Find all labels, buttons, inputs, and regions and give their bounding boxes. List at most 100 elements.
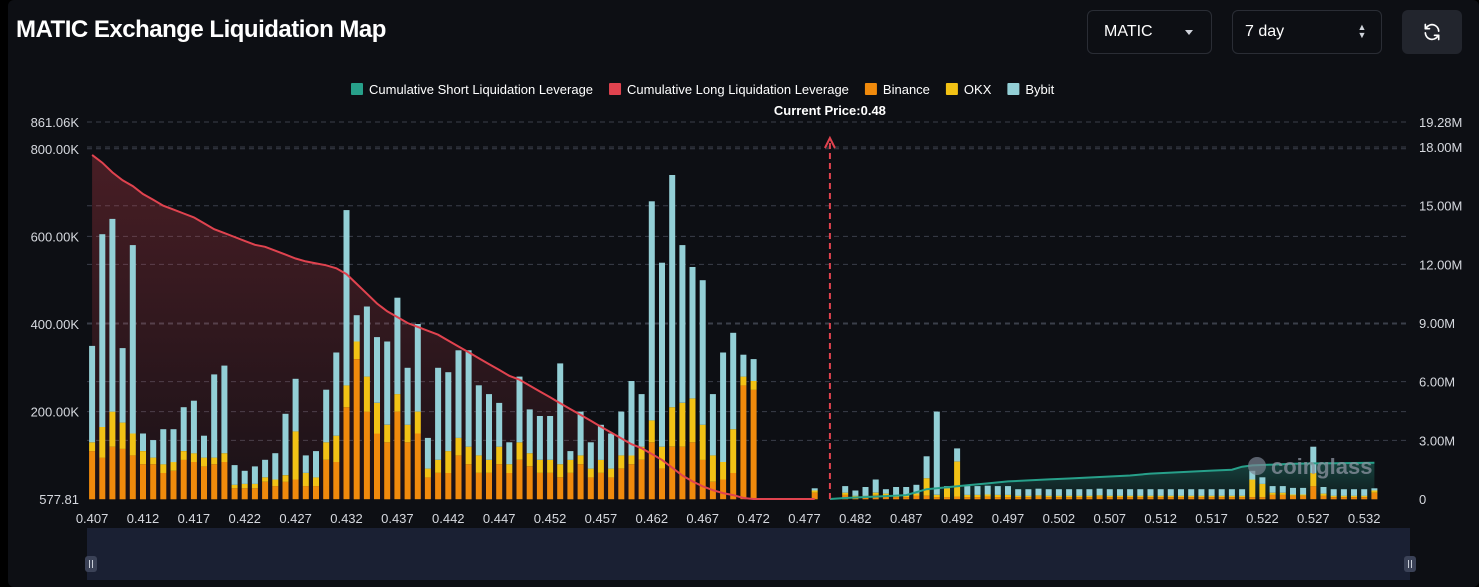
bar-binance [445, 473, 452, 500]
bar-binance [689, 442, 696, 500]
x-tick-label: 0.482 [839, 511, 872, 526]
bar-okx [659, 446, 665, 469]
bar-bybit [89, 345, 96, 443]
bar-bybit [272, 453, 279, 480]
x-tick-label: 0.452 [534, 511, 567, 526]
range-slider-handle-right[interactable] [1404, 556, 1416, 572]
bar-bybit [1249, 470, 1256, 480]
bar-okx [140, 451, 146, 465]
bar-okx [1117, 495, 1123, 497]
x-tick-label: 0.422 [228, 511, 261, 526]
bar-bybit [119, 348, 126, 423]
bar-okx [720, 462, 727, 480]
bar-okx [842, 492, 849, 495]
bar-bybit [363, 306, 370, 377]
bar-binance [913, 495, 920, 500]
bar-binance [1249, 497, 1256, 500]
range-slider-handle-left[interactable] [85, 556, 97, 572]
bar-okx [913, 493, 920, 496]
bar-okx [923, 478, 930, 496]
bar-binance [190, 462, 197, 500]
bar-okx [730, 429, 737, 473]
bar-binance [1320, 495, 1327, 500]
bar-bybit [1106, 489, 1113, 496]
bar-bybit [262, 459, 269, 478]
bar-okx [455, 437, 462, 456]
bar-okx [496, 446, 503, 465]
bar-bybit [313, 451, 319, 478]
bar-okx [180, 451, 187, 460]
bar-bybit [954, 448, 961, 462]
updown-arrows-icon: ▲ ▼ [1357, 22, 1367, 40]
bar-okx [333, 435, 340, 462]
bar-binance [475, 473, 482, 500]
bar-bybit [150, 440, 157, 458]
bar-bybit [1340, 489, 1347, 496]
bar-binance [1117, 497, 1123, 500]
bar-okx [424, 468, 431, 478]
bar-bybit [536, 416, 543, 460]
bar-okx [974, 494, 981, 498]
bar-bybit [516, 376, 523, 443]
bar-okx [1269, 492, 1276, 495]
bar-okx [1330, 495, 1337, 497]
bar-bybit [557, 363, 564, 465]
bar-bybit [414, 324, 421, 412]
symbol-select[interactable]: MATIC [1087, 10, 1212, 54]
long-line [91, 154, 815, 500]
bar-okx [1035, 495, 1042, 497]
bar-bybit [1167, 489, 1174, 496]
bar-okx [119, 422, 126, 449]
bar-binance [435, 473, 442, 500]
bar-binance [1351, 497, 1357, 500]
bar-binance [363, 411, 370, 500]
x-tick-label: 0.417 [178, 511, 211, 526]
bar-binance [618, 468, 625, 500]
bar-okx [984, 494, 991, 497]
bar-bybit [1198, 489, 1205, 496]
bar-bybit [608, 433, 615, 469]
bar-bybit [353, 315, 360, 342]
bar-okx [1055, 495, 1062, 497]
bar-okx [262, 477, 269, 482]
legend: Cumulative Short Liquidation Leverage Cum… [351, 82, 1055, 97]
bar-binance [1076, 497, 1083, 500]
bar-okx [1300, 494, 1307, 496]
bar-binance [587, 477, 594, 500]
x-tick-label: 0.442 [432, 511, 465, 526]
bar-binance [648, 442, 655, 500]
range-select[interactable]: 7 day ▲ ▼ [1232, 10, 1382, 54]
bar-okx [486, 459, 492, 473]
bar-okx [160, 464, 167, 473]
bar-okx [323, 442, 330, 460]
refresh-button[interactable] [1402, 10, 1462, 54]
bar-binance [1239, 497, 1246, 500]
bar-binance [282, 481, 289, 500]
bar-okx [557, 464, 564, 478]
coinglass-watermark: coinglass [1248, 454, 1372, 479]
long-area [92, 154, 815, 499]
bar-binance [1188, 497, 1195, 500]
bar-binance [547, 473, 554, 500]
bar-binance [89, 451, 96, 500]
bar-binance [465, 464, 472, 500]
bar-bybit [811, 488, 818, 491]
bar-binance [313, 486, 319, 500]
bar-binance [1300, 495, 1307, 500]
bar-okx [740, 376, 747, 386]
bar-bybit [435, 367, 442, 460]
bar-okx [1005, 494, 1011, 498]
bar-bybit [913, 484, 920, 494]
bar-okx [994, 494, 1001, 498]
bar-binance [404, 442, 411, 500]
bar-binance [1147, 497, 1154, 500]
bar-binance [1178, 497, 1184, 500]
bar-bybit [597, 424, 604, 460]
bar-okx [618, 455, 625, 469]
y-left-tick-label: 600.00K [31, 229, 80, 244]
bar-binance [1310, 486, 1317, 500]
bar-bybit [170, 429, 177, 463]
legend-label: Binance [883, 82, 930, 97]
bar-bybit [1035, 488, 1042, 496]
bar-binance [384, 442, 391, 500]
